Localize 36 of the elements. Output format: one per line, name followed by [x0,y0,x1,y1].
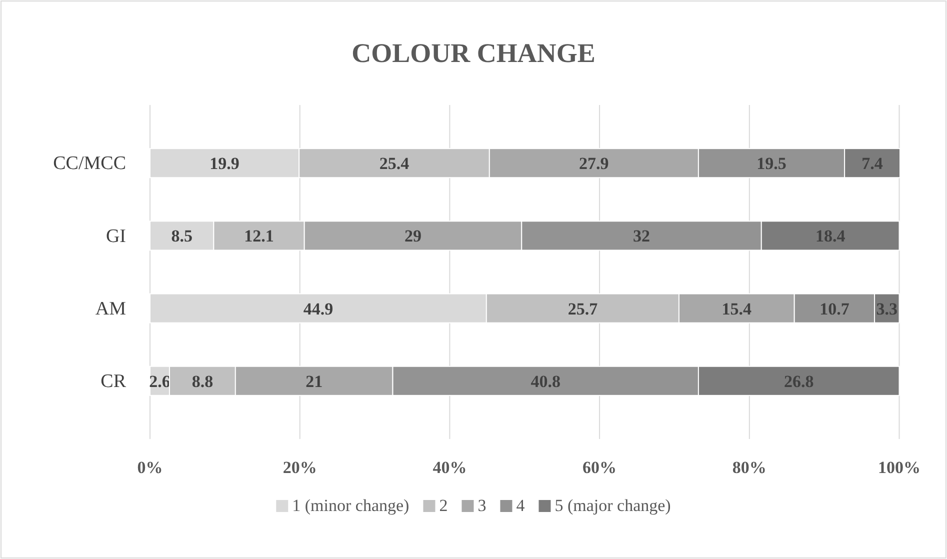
data-label: 44.9 [303,299,334,318]
data-label: 18.4 [815,226,846,246]
legend-label: 4 [516,496,526,515]
x-tick-label: 40% [432,458,467,478]
data-label: 8.8 [192,372,214,391]
data-label: 15.4 [722,299,752,318]
data-label: 19.5 [756,154,786,174]
data-label: 7.4 [862,154,884,174]
y-tick-label: CR [100,370,126,392]
data-label: 25.4 [379,154,410,174]
legend-label: 2 [439,496,448,515]
data-label: 19.9 [210,154,240,174]
x-tick-label: 0% [137,458,163,478]
data-label: 25.7 [568,299,598,318]
data-label: 8.5 [171,226,192,246]
y-tick-label: CC/MCC [53,153,126,174]
data-label: 26.8 [784,372,814,391]
data-label: 29 [404,226,422,246]
data-label: 27.9 [579,154,609,174]
data-label: 21 [306,372,323,391]
legend-label: 5 (major change) [554,496,671,515]
data-label: 2.6 [149,372,170,391]
data-label: 10.7 [820,299,850,318]
x-tick-label: 80% [732,458,766,478]
data-label: 32 [633,226,650,246]
legend-label: 3 [478,496,486,515]
legend-label: 1 (minor change) [292,496,410,515]
data-label: 3.3 [876,299,898,318]
x-tick-label: 100% [878,458,920,478]
y-tick-label: GI [106,226,126,247]
x-tick-label: 20% [282,458,317,478]
chart-title: COLOUR CHANGE [352,38,596,68]
data-label: 40.8 [530,372,560,391]
x-tick-label: 60% [582,458,617,478]
data-label: 12.1 [244,226,274,246]
y-tick-label: AM [95,298,126,320]
